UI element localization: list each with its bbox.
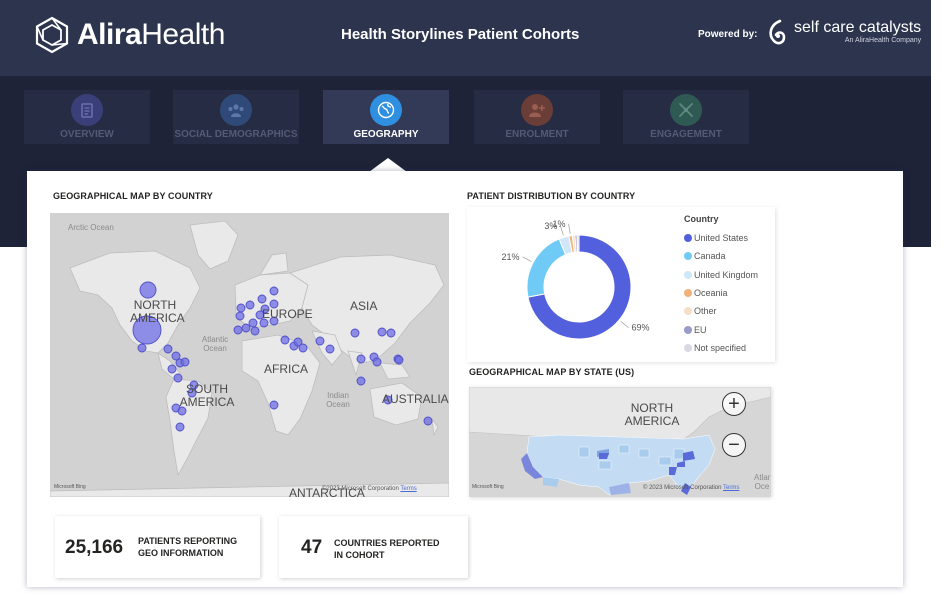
antarctica-label: ANTARCTICA [289, 486, 365, 498]
partner-name: self care catalysts [794, 19, 922, 36]
distribution-title: PATIENT DISTRIBUTION BY COUNTRY [467, 191, 636, 201]
tab-social-demographics[interactable]: SOCIAL DEMOGRAPHICS [173, 90, 299, 144]
north-america-label: NORTH AMERICA [624, 401, 680, 428]
australia-label: AUSTRALIA [382, 392, 449, 406]
engagement-icon [670, 94, 702, 126]
legend-dot [684, 234, 692, 243]
donut-chart: 69% 21% 3%1% [502, 219, 649, 340]
data-label: 1% [553, 219, 566, 229]
powered-by-label: Powered by: [698, 29, 758, 40]
legend-dot [684, 325, 692, 334]
donut-slice-united-states[interactable] [527, 234, 632, 340]
country-bubbles [132, 281, 433, 432]
europe-label: EUROPE [262, 307, 313, 321]
bing-attribution: Microsoft Bing [54, 484, 86, 490]
tab-overview[interactable]: OVERVIEW [24, 90, 150, 144]
data-label: 21% [502, 252, 520, 262]
people-icon [220, 94, 252, 126]
clipboard-icon [71, 94, 103, 126]
data-label-leader [560, 225, 564, 236]
partner-subtitle: An AliraHealth Company [844, 37, 922, 44]
legend-label: Not specified [694, 342, 747, 353]
map-copyright: © 2023 Microsoft Corporation Terms [643, 485, 740, 491]
zoom-out-button[interactable]: − [722, 433, 746, 457]
legend-dot [684, 307, 692, 316]
bing-attribution: Microsoft Bing [472, 484, 504, 490]
south-america-label: SOUTH AMERICA [179, 382, 235, 409]
tab-geography[interactable]: GEOGRAPHY [323, 90, 449, 144]
legend-label: Canada [694, 251, 726, 262]
tab-label: ENROLMENT [505, 129, 569, 140]
tab-label: OVERVIEW [60, 129, 114, 140]
legend-label: Oceania [694, 288, 728, 299]
data-label-leader [522, 256, 532, 262]
tab-engagement[interactable]: ENGAGEMENT [623, 90, 749, 144]
legend-item[interactable]: Not specified [684, 339, 758, 357]
patients-label: PATIENTS REPORTING GEO INFORMATION [138, 536, 238, 558]
distribution-chart: 69% 21% 3% 1% [467, 207, 775, 362]
world-map[interactable]: Arctic Ocean NORTH AMERICA EUROPE ASIA A… [50, 213, 449, 497]
arctic-ocean-label: Arctic Ocean [68, 223, 114, 232]
countries-value: 47 [301, 537, 323, 558]
legend-label: United States [694, 233, 749, 244]
patients-value: 25,166 [65, 537, 124, 558]
africa-label: AFRICA [264, 362, 309, 376]
legend-dot [684, 289, 692, 298]
us-state-map[interactable]: NORTH AMERICA Atlar Oce + − Microsoft Bi… [469, 387, 771, 497]
legend-label: United Kingdom [694, 269, 759, 280]
legend-item[interactable]: United Kingdom [684, 266, 758, 284]
legend-item[interactable]: Canada [684, 247, 758, 265]
donut-slice-not-specified[interactable] [576, 234, 580, 253]
terms-link[interactable]: Terms [723, 485, 740, 491]
legend-dot [684, 270, 692, 279]
north-america-label: NORTH AMERICA [130, 298, 185, 325]
legend-dot [684, 252, 692, 261]
legend-label: EU [694, 324, 707, 335]
active-tab-pointer [369, 158, 407, 172]
legend-item[interactable]: Oceania [684, 284, 758, 302]
data-label: 3% [544, 221, 557, 231]
alira-hexagon-icon [35, 16, 69, 54]
legend-title: Country [684, 214, 719, 224]
legend-item[interactable]: Other [684, 302, 758, 320]
tab-label: ENGAGEMENT [650, 129, 722, 140]
geo-state-title: GEOGRAPHICAL MAP BY STATE (US) [469, 367, 635, 377]
tab-label: SOCIAL DEMOGRAPHICS [174, 129, 298, 140]
indian-ocean-label: Indian Ocean [326, 391, 350, 409]
countries-label: COUNTRIES REPORTED IN COHORT [334, 538, 440, 560]
zoom-in-button[interactable]: + [722, 392, 746, 416]
map-copyright: ©2023 Microsoft Corporation Terms [322, 486, 417, 492]
scc-swirl-icon [769, 19, 786, 45]
legend-item[interactable]: United States [684, 229, 758, 247]
atlantic-ocean-label: Atlantic Ocean [201, 335, 229, 353]
partner-logo: self care catalysts An AliraHealth Compa… [766, 19, 921, 47]
logo-wordmark: AliraHealth [77, 18, 225, 51]
patients-kpi-card: 25,166 PATIENTS REPORTING GEO INFORMATIO… [55, 516, 260, 578]
tab-label: GEOGRAPHY [353, 129, 419, 140]
globe-icon [370, 94, 402, 126]
us-land-shapes [469, 387, 771, 496]
legend-label: Other [694, 306, 717, 317]
add-user-icon [521, 94, 553, 126]
donut-slice-canada[interactable] [526, 238, 567, 298]
header-bar: AliraHealth Health Storylines Patient Co… [0, 0, 931, 76]
atlantic-ocean-label: Atlar Oce [754, 473, 771, 491]
legend-dot [684, 343, 692, 352]
countries-kpi-card: 47 COUNTRIES REPORTED IN COHORT [279, 516, 468, 578]
chart-legend: Country United States Canada United Kingdo… [684, 214, 758, 357]
asia-label: ASIA [350, 299, 378, 313]
tab-enrolment[interactable]: ENROLMENT [474, 90, 600, 144]
terms-link[interactable]: Terms [400, 486, 417, 492]
data-label-leader [568, 223, 571, 234]
alira-logo: AliraHealth [33, 16, 225, 54]
legend-item[interactable]: EU [684, 320, 758, 338]
data-label: 69% [631, 323, 649, 333]
geo-country-title: GEOGRAPHICAL MAP BY COUNTRY [53, 191, 213, 201]
page-title: Health Storylines Patient Cohorts [341, 26, 580, 43]
data-label-leader [620, 320, 629, 328]
